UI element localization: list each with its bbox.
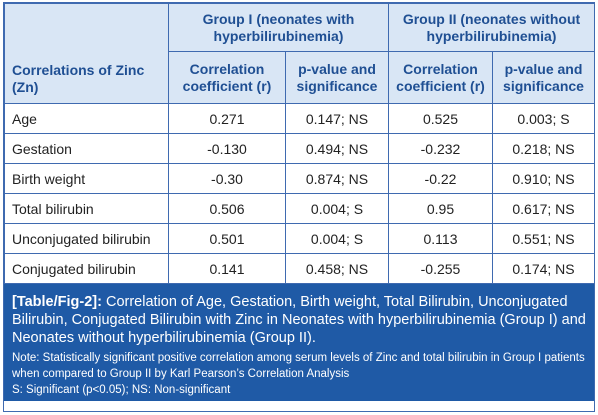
g1-r-cell: 0.141	[168, 253, 286, 284]
g1-p-cell: 0.147; NS	[285, 103, 389, 134]
g1-p-cell: 0.874; NS	[285, 163, 389, 194]
g1-r-cell: 0.506	[168, 193, 286, 224]
row-label: Gestation	[4, 133, 169, 164]
row-label: Conjugated bilirubin	[4, 253, 169, 284]
subheader-g2-r: Correlation coefficient (r)	[388, 51, 493, 104]
caption-tag: [Table/Fig-2]:	[12, 294, 102, 310]
g2-p-cell: 0.218; NS	[492, 133, 594, 164]
g2-p-cell: 0.174; NS	[492, 253, 594, 284]
caption-text: Correlation of Age, Gestation, Birth wei…	[12, 294, 586, 346]
g2-p-cell: 0.910; NS	[492, 163, 594, 194]
row-label: Birth weight	[4, 163, 169, 194]
group-1-header: Group I (neonates with hyperbilirubinemi…	[168, 3, 389, 52]
row-label: Age	[4, 103, 169, 134]
g1-r-cell: -0.30	[168, 163, 286, 194]
correlation-table: Correlations of Zinc (Zn) Group I (neona…	[4, 3, 594, 284]
caption-note: Note: Statistically significant positive…	[12, 352, 585, 380]
caption-legend: S: Significant (p<0.05); NS: Non-signifi…	[12, 384, 231, 396]
subheader-g1-p: p-value and significance	[285, 51, 389, 104]
table-figure: Correlations of Zinc (Zn) Group I (neona…	[3, 2, 595, 412]
g2-p-cell: 0.617; NS	[492, 193, 594, 224]
row-label: Unconjugated bilirubin	[4, 223, 169, 254]
row-header: Correlations of Zinc (Zn)	[4, 3, 169, 104]
g1-p-cell: 0.004; S	[285, 223, 389, 254]
table-row: Birth weight -0.30 0.874; NS -0.22 0.910…	[4, 163, 594, 194]
g1-r-cell: 0.271	[168, 103, 286, 134]
g2-r-cell: 0.525	[388, 103, 493, 134]
table-row: Age 0.271 0.147; NS 0.525 0.003; S	[4, 103, 594, 134]
g1-r-cell: 0.501	[168, 223, 286, 254]
subheader-g2-p: p-value and significance	[492, 51, 594, 104]
g2-r-cell: 0.113	[388, 223, 493, 254]
g1-p-cell: 0.458; NS	[285, 253, 389, 284]
g2-r-cell: -0.22	[388, 163, 493, 194]
table-row: Gestation -0.130 0.494; NS -0.232 0.218;…	[4, 133, 594, 164]
caption-main: [Table/Fig-2]: Correlation of Age, Gesta…	[12, 293, 586, 347]
table-row: Total bilirubin 0.506 0.004; S 0.95 0.61…	[4, 193, 594, 224]
g1-p-cell: 0.494; NS	[285, 133, 389, 164]
figure-caption: [Table/Fig-2]: Correlation of Age, Gesta…	[4, 284, 594, 401]
table-row: Unconjugated bilirubin 0.501 0.004; S 0.…	[4, 223, 594, 254]
g1-r-cell: -0.130	[168, 133, 286, 164]
table-row: Conjugated bilirubin 0.141 0.458; NS -0.…	[4, 253, 594, 284]
g2-r-cell: 0.95	[388, 193, 493, 224]
g2-p-cell: 0.551; NS	[492, 223, 594, 254]
g2-p-cell: 0.003; S	[492, 103, 594, 134]
group-2-header: Group II (neonates without hyperbilirubi…	[388, 3, 594, 52]
g1-p-cell: 0.004; S	[285, 193, 389, 224]
row-label: Total bilirubin	[4, 193, 169, 224]
g2-r-cell: -0.255	[388, 253, 493, 284]
subheader-g1-r: Correlation coefficient (r)	[168, 51, 286, 104]
g2-r-cell: -0.232	[388, 133, 493, 164]
